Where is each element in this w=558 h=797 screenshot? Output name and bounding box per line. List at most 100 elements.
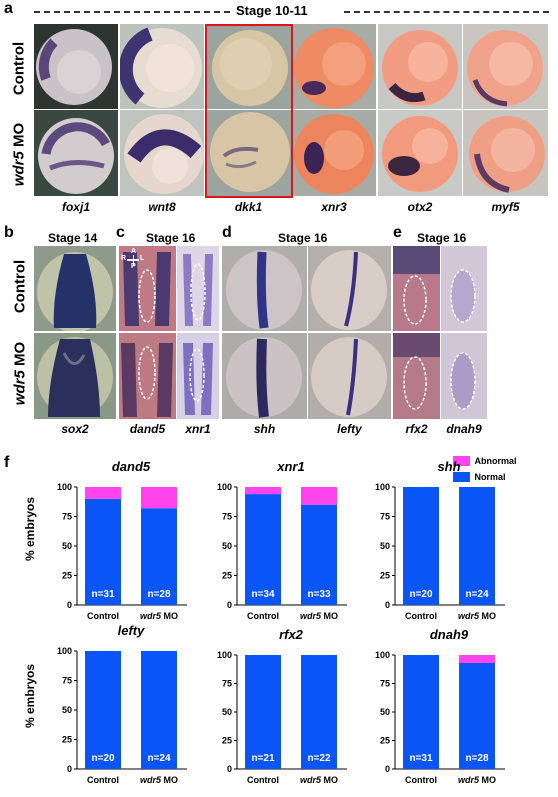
embryo-image-dnah9-mo (441, 333, 487, 419)
category-label-shh-0: Control (405, 611, 437, 621)
y-tick-label-xnr1-0: 0 (227, 600, 232, 610)
gene-label-wnt8: wnt8 (148, 200, 176, 214)
bar-normal-dnah9-0 (403, 655, 439, 769)
y-tick-label-dnah9-50: 50 (380, 707, 390, 717)
embryo-image-shh-control (222, 246, 307, 331)
stage-divider-right (344, 11, 549, 13)
chart-legend: Abnormal Normal (453, 455, 553, 485)
y-tick-label-shh-0: 0 (385, 600, 390, 610)
legend-label-abnormal: Abnormal (474, 455, 517, 466)
bar-abnormal-xnr1-0 (245, 487, 281, 495)
row-label-mo-be: wdr5 MO (11, 341, 29, 406)
bar-normal-dand5-1 (141, 508, 177, 605)
y-tick-label-shh-25: 25 (380, 571, 390, 581)
n-label-xnr1-1: n=33 (307, 589, 331, 600)
panel-d-label: d (222, 224, 232, 241)
gene-label-xnr1: xnr1 (185, 422, 211, 436)
stage-divider-left (34, 11, 230, 13)
y-tick-label-lefty-0: 0 (67, 764, 72, 774)
y-tick-label-dand5-0: 0 (67, 600, 72, 610)
n-label-lefty-0: n=20 (91, 753, 115, 764)
y-tick-label-rfx2-100: 100 (217, 650, 232, 660)
chart-title-dand5: dand5 (112, 460, 151, 474)
bar-normal-dnah9-1 (459, 662, 495, 769)
bar-abnormal-dnah9-1 (459, 655, 495, 663)
embryo-image-xnr3-control (292, 24, 376, 109)
embryo-image-xnr3-mo (292, 110, 376, 196)
category-label-rfx2-1: wdr5 MO (300, 775, 338, 785)
embryo-image-lefty-mo (308, 333, 391, 419)
panel-b-stage: Stage 14 (48, 231, 98, 245)
y-tick-label-shh-50: 50 (380, 541, 390, 551)
row-label-mo: wdr5 MO (10, 122, 28, 187)
y-tick-label-rfx2-50: 50 (222, 707, 232, 717)
category-label-dnah9-1: wdr5 MO (458, 775, 496, 785)
bar-normal-shh-1 (459, 487, 495, 605)
n-label-dand5-0: n=31 (91, 589, 115, 600)
panel-f-label: f (4, 454, 10, 471)
y-tick-label-dand5-100: 100 (57, 482, 72, 492)
y-tick-label-rfx2-25: 25 (222, 736, 232, 746)
chart-title-lefty: lefty (118, 623, 146, 638)
embryo-image-dand5-mo (119, 333, 176, 419)
legend-swatch-abnormal (453, 455, 470, 466)
legend-label-normal: Normal (474, 471, 506, 482)
n-label-dand5-1: n=28 (147, 589, 171, 600)
embryo-image-wnt8-mo (120, 110, 204, 196)
category-label-lefty-0: Control (87, 775, 119, 785)
category-label-dnah9-0: Control (405, 775, 437, 785)
gene-label-dand5: dand5 (129, 422, 166, 436)
y-tick-label-shh-100: 100 (375, 482, 390, 492)
bar-normal-xnr1-0 (245, 494, 281, 605)
embryo-image-dand5-control (119, 246, 176, 331)
gene-label-lefty: lefty (337, 422, 362, 436)
embryo-image-myf5-mo (463, 110, 548, 196)
category-label-xnr1-0: Control (247, 611, 279, 621)
y-tick-label-lefty-50: 50 (62, 705, 72, 715)
n-label-dnah9-1: n=28 (465, 753, 489, 764)
y-tick-label-dand5-50: 50 (62, 541, 72, 551)
panel-e-label: e (393, 224, 402, 241)
gene-label-sox2: sox2 (61, 422, 89, 436)
chart-title-dnah9: dnah9 (430, 627, 469, 642)
row-label-control-be: Control (11, 259, 29, 314)
chart-title-xnr1: xnr1 (276, 460, 304, 474)
n-label-rfx2-1: n=22 (307, 753, 331, 764)
panel-a-stage: Stage 10-11 (236, 3, 308, 18)
bar-normal-rfx2-0 (245, 655, 281, 769)
bar-normal-shh-0 (403, 487, 439, 605)
legend-swatch-normal (453, 471, 470, 482)
bar-normal-rfx2-1 (301, 655, 337, 769)
panel-b-label: b (4, 224, 14, 241)
embryo-image-otx2-control (378, 24, 462, 109)
chart-title-rfx2: rfx2 (279, 627, 304, 642)
row-label-control: Control (10, 41, 28, 96)
y-tick-label-dnah9-75: 75 (380, 679, 390, 689)
y-tick-label-dnah9-25: 25 (380, 736, 390, 746)
y-tick-label-xnr1-25: 25 (222, 571, 232, 581)
n-label-dnah9-0: n=31 (409, 753, 433, 764)
gene-label-myf5: myf5 (491, 200, 520, 214)
category-label-lefty-1: wdr5 MO (140, 775, 178, 785)
y-tick-label-lefty-25: 25 (62, 735, 72, 745)
bar-normal-dand5-0 (85, 498, 121, 605)
embryo-image-sox2-mo (34, 333, 116, 419)
gene-label-foxj1: foxj1 (61, 200, 90, 214)
embryo-image-rfx2-mo (393, 333, 440, 419)
embryo-image-lefty-control (308, 246, 391, 331)
bar-normal-lefty-0 (85, 651, 121, 769)
bar-charts: dand5 0 25 50 75 100 n=31 Control n=28 wdr5 MO xnr… (57, 460, 505, 785)
legend-item-abnormal: Abnormal (453, 455, 517, 466)
category-label-dand5-1: wdr5 MO (140, 611, 178, 621)
y-tick-label-dand5-25: 25 (62, 571, 72, 581)
y-tick-label-rfx2-75: 75 (222, 679, 232, 689)
n-label-shh-0: n=20 (409, 589, 433, 600)
y-tick-label-dnah9-100: 100 (375, 650, 390, 660)
y-tick-label-xnr1-75: 75 (222, 512, 232, 522)
n-label-shh-1: n=24 (465, 589, 489, 600)
gene-label-xnr3: xnr3 (321, 200, 347, 214)
bar-abnormal-xnr1-1 (301, 487, 337, 505)
category-label-shh-1: wdr5 MO (458, 611, 496, 621)
category-label-xnr1-1: wdr5 MO (300, 611, 338, 621)
legend-item-normal: Normal (453, 471, 506, 482)
